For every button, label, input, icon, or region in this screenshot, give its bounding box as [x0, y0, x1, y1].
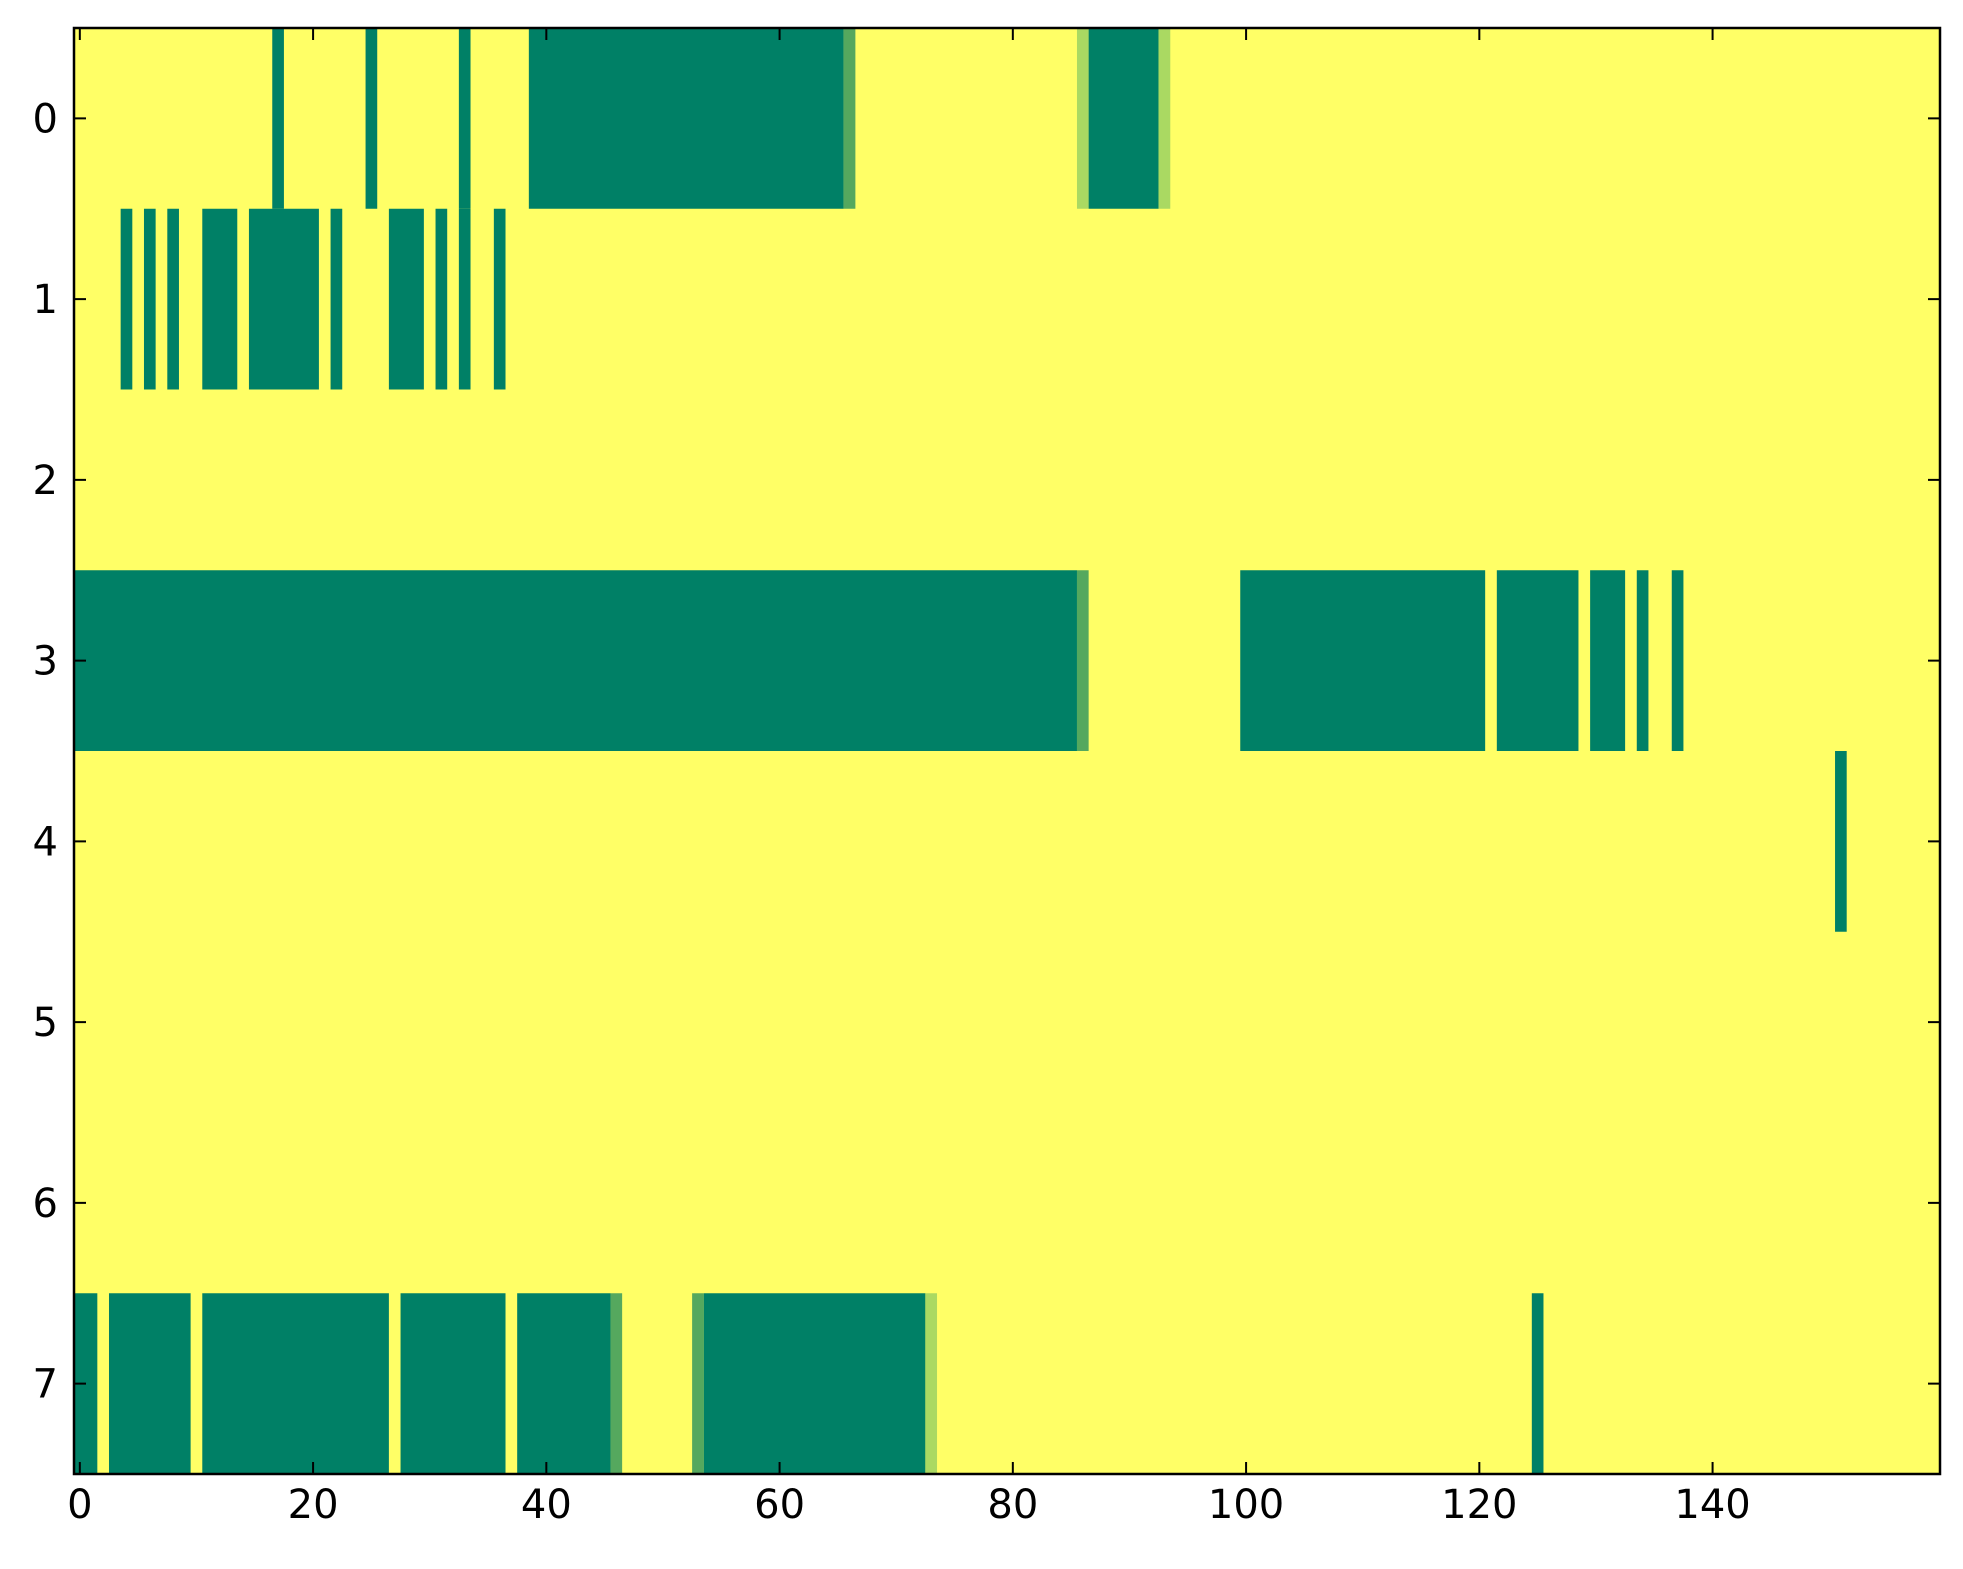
- y-tick-label: 6: [33, 1181, 58, 1227]
- heatmap-cell-row4-0: [1835, 751, 1847, 932]
- y-tick-label: 0: [33, 96, 58, 142]
- y-tick-label: 1: [33, 277, 58, 323]
- heatmap-cell-row7-4: [517, 1293, 611, 1474]
- heatmap-cell-row0-5: [1076, 28, 1089, 209]
- x-tick-label: 140: [1674, 1482, 1750, 1528]
- x-tick-label: 100: [1208, 1482, 1284, 1528]
- y-tick-label: 2: [33, 458, 58, 504]
- heatmap-cell-row1-4: [248, 208, 319, 390]
- heatmap-cell-row1-2: [167, 208, 179, 390]
- heatmap-cell-row1-6: [388, 208, 424, 390]
- heatmap-cell-row7-5: [610, 1293, 623, 1474]
- x-tick-label: 20: [288, 1482, 339, 1528]
- heatmap-cell-row0-0: [272, 28, 284, 209]
- heatmap-cell-row7-8: [925, 1293, 938, 1474]
- axis-tick-labels: 0 20 40 60 80 100 120 140 0 1 2 3 4 5 6 7: [33, 96, 1751, 1528]
- heatmap-cell-row1-7: [435, 208, 448, 390]
- heatmap-cell-row7-7: [703, 1293, 926, 1474]
- heatmap-cell-row1-9: [493, 208, 506, 390]
- axis-ticks: [74, 28, 1940, 1474]
- heatmap-cell-row3-3: [1496, 570, 1579, 751]
- heatmap-cell-row3-5: [1636, 570, 1649, 751]
- heatmap-cell-row1-8: [458, 208, 471, 390]
- heatmap-cell-row7-2: [202, 1293, 389, 1474]
- y-tick-label: 5: [33, 1000, 58, 1046]
- heatmap-cell-row1-0: [120, 208, 133, 390]
- heatmap-cell-row0-6: [1088, 28, 1159, 209]
- heatmap-cells: [74, 28, 1940, 1474]
- heatmap-cell-row7-9: [1531, 1293, 1544, 1474]
- heatmap-cell-row3-4: [1590, 570, 1626, 751]
- heatmap-cell-row0-2: [458, 28, 471, 209]
- heatmap-cell-row1-1: [143, 208, 156, 390]
- heatmap-cell-row3-1: [1076, 570, 1089, 751]
- heatmap-cell-row0-4: [843, 28, 856, 209]
- x-tick-label: 80: [987, 1482, 1038, 1528]
- y-tick-label: 4: [33, 819, 58, 865]
- heatmap-cell-row7-6: [692, 1293, 704, 1474]
- heatmap-cell-row3-2: [1240, 570, 1486, 751]
- heatmap-cell-row0-1: [365, 28, 378, 209]
- y-tick-label: 7: [33, 1362, 58, 1408]
- heatmap-cell-row7-1: [108, 1293, 191, 1474]
- y-tick-label: 3: [33, 639, 58, 685]
- x-tick-label: 40: [521, 1482, 572, 1528]
- heatmap-cell-row1-5: [330, 208, 343, 390]
- heatmap-cell-row3-0: [74, 570, 1077, 751]
- x-tick-label: 120: [1441, 1482, 1517, 1528]
- heatmap-cell-row7-3: [400, 1293, 506, 1474]
- x-tick-label: 60: [754, 1482, 805, 1528]
- heatmap-cell-row0-3: [528, 28, 844, 209]
- heatmap-cell-row1-3: [202, 208, 238, 390]
- x-tick-label: 0: [67, 1482, 92, 1528]
- heatmap-cell-row0-7: [1158, 28, 1171, 209]
- heatmap-cell-row3-6: [1671, 570, 1684, 751]
- plot-frame: [72, 26, 1942, 1476]
